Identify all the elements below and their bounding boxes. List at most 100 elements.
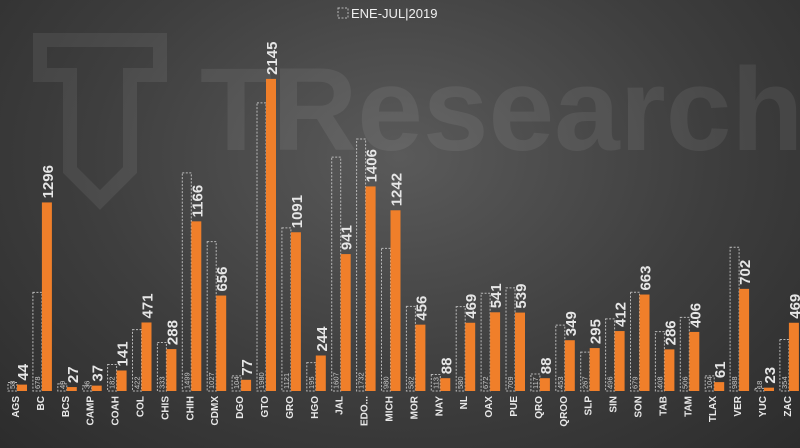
category-label: MOR — [409, 395, 420, 419]
value-label: 61 — [712, 361, 729, 378]
value-label: 412 — [613, 302, 630, 327]
category-label: TAM — [683, 396, 694, 417]
prev-value-label: 104 — [705, 376, 714, 389]
bar-prev-ags — [7, 382, 18, 392]
bar-prev-bcs — [57, 383, 68, 392]
category-label: BC — [36, 396, 47, 410]
legend: ENE-JUL|2019 — [337, 6, 437, 21]
legend-marker — [337, 7, 349, 19]
bar-prev-gro — [281, 227, 292, 392]
bar-nay — [440, 378, 451, 391]
bar-prev-mich — [381, 247, 391, 392]
prev-value-label: 408 — [655, 376, 664, 389]
prev-value-label: 354 — [780, 376, 789, 389]
value-label: 141 — [115, 341, 132, 366]
value-label: 1166 — [189, 185, 206, 218]
prev-value-label: 36 — [83, 381, 92, 389]
value-label: 541 — [488, 283, 505, 308]
category-label: NAY — [434, 396, 445, 417]
bar-gto — [266, 78, 276, 391]
bar-tab — [664, 349, 675, 391]
bar-gro — [290, 232, 301, 391]
value-label: 663 — [638, 266, 655, 291]
value-label: 44 — [15, 363, 32, 380]
prev-value-label: 267 — [581, 376, 590, 389]
bar-oax — [490, 312, 501, 391]
bar-mich — [390, 210, 401, 391]
prev-value-label: 182 — [108, 376, 117, 389]
bar-dgo — [241, 379, 252, 391]
category-label: ZAC — [783, 396, 794, 417]
category-label: TAB — [658, 396, 669, 416]
category-label: GRO — [285, 396, 296, 419]
value-label: 88 — [538, 358, 555, 375]
bar-qroo — [564, 340, 575, 391]
category-label: HGO — [310, 396, 321, 419]
category-label: CHIH — [185, 396, 196, 420]
value-label: 286 — [662, 320, 679, 345]
value-label: 27 — [65, 366, 82, 383]
bar-prev-chih — [181, 172, 192, 392]
bar-bcs — [66, 387, 77, 391]
bar-prev-zac — [779, 338, 790, 392]
prev-value-label: 113 — [431, 377, 440, 389]
value-label: 77 — [239, 359, 256, 376]
category-label: TLAX — [708, 396, 719, 422]
bar-tlax — [714, 382, 725, 391]
bar-prev-nay — [430, 374, 441, 392]
prev-value-label: 333 — [157, 376, 166, 389]
category-label: SON — [634, 396, 645, 418]
category-label: CHIS — [160, 396, 171, 420]
value-label: 406 — [687, 303, 704, 328]
bar-zac — [788, 322, 799, 391]
value-label: 1091 — [289, 195, 306, 228]
value-label: 941 — [339, 225, 356, 250]
prev-value-label: 117 — [531, 377, 540, 389]
category-label: VER — [733, 395, 744, 416]
bar-prev-cdmx — [206, 241, 217, 392]
bar-prev-edo — [356, 138, 367, 392]
value-label: 349 — [563, 311, 580, 336]
category-label: CAMP — [86, 396, 97, 426]
prev-value-label: 1732 — [357, 372, 366, 389]
bar-prev-son — [630, 291, 640, 392]
category-label: BCS — [61, 396, 72, 417]
prev-value-label: 1121 — [282, 373, 291, 389]
bar-camp — [91, 385, 102, 391]
prev-value-label: 980 — [382, 376, 391, 389]
prev-value-label: 58 — [8, 381, 17, 389]
bar-coah — [116, 370, 127, 391]
prev-value-label: 506 — [680, 376, 689, 389]
bar-yuc — [764, 387, 774, 391]
category-label: GTO — [260, 396, 271, 418]
bar-prev-nl — [455, 306, 466, 392]
bar-cdmx — [216, 295, 227, 391]
bar-son — [639, 294, 650, 391]
value-label: 702 — [737, 260, 754, 285]
bar-prev-jal — [331, 156, 342, 392]
bar-mor — [415, 324, 426, 391]
bar-pue — [515, 312, 525, 391]
prev-value-label: 582 — [406, 376, 415, 389]
value-label: 1242 — [389, 173, 406, 206]
bar-prev-bc — [32, 291, 43, 392]
prev-value-label: 453 — [556, 376, 565, 389]
prev-value-label: 195 — [307, 376, 316, 389]
prev-value-label: 1499 — [182, 372, 191, 389]
bar-chih — [191, 221, 202, 391]
value-label: 37 — [90, 365, 107, 382]
category-label: SLP — [584, 396, 595, 416]
bar-prev-sin — [605, 318, 616, 392]
bar-chis — [166, 349, 177, 391]
category-label: OAX — [484, 396, 495, 418]
value-label: 295 — [588, 319, 605, 344]
category-label: JAL — [335, 396, 346, 415]
value-label: 656 — [214, 267, 231, 292]
bar-ver — [739, 288, 750, 391]
bar-prev-tlax — [704, 375, 715, 392]
bar-prev-dgo — [231, 375, 242, 392]
category-label: QROO — [559, 396, 570, 427]
bar-qro — [539, 378, 550, 391]
